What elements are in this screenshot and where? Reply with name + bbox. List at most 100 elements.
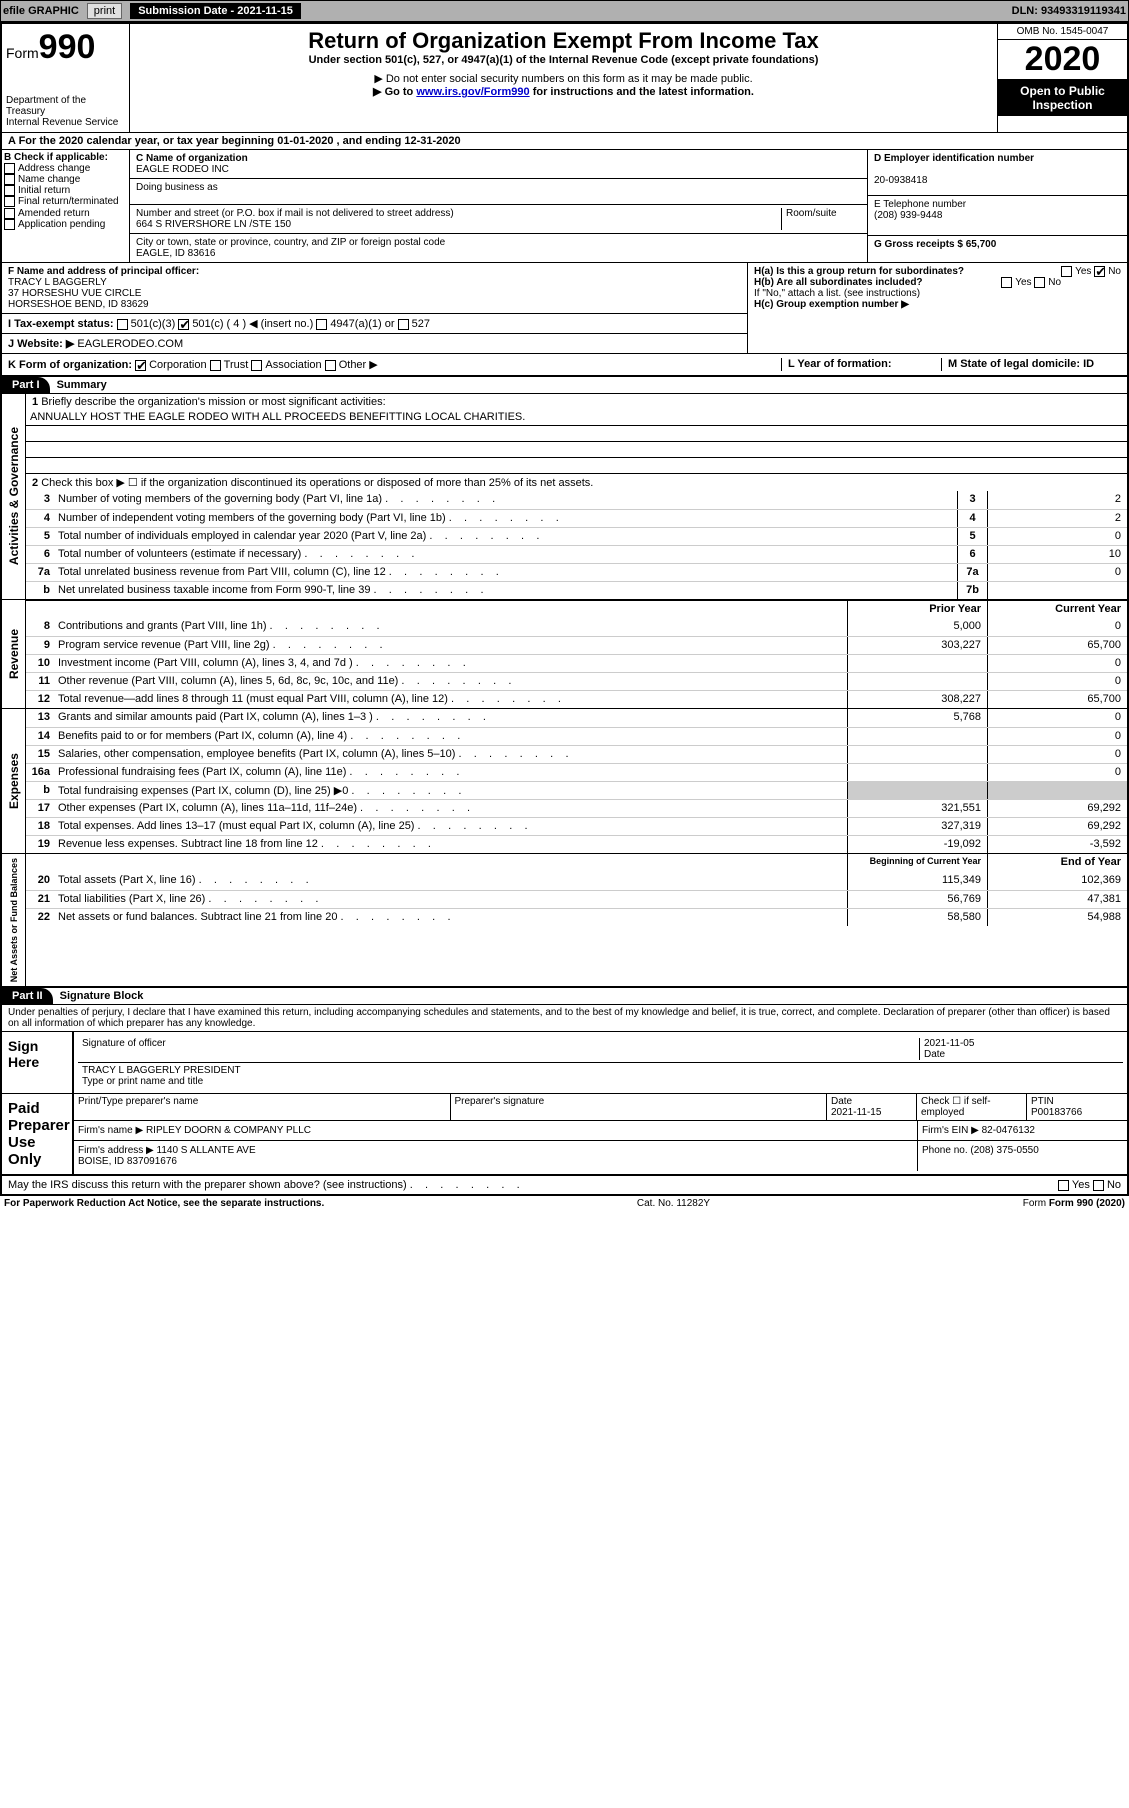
- chk-501c[interactable]: [178, 319, 189, 330]
- chk-501c3[interactable]: [117, 319, 128, 330]
- type-name-label: Type or print name and title: [82, 1076, 203, 1087]
- line-text: Total expenses. Add lines 13–17 (must eq…: [54, 818, 847, 835]
- side-revenue: Revenue: [5, 625, 23, 683]
- cell-current: 0: [987, 764, 1127, 781]
- line-num: 16a: [26, 764, 54, 781]
- paid-prep-label: Paid Preparer Use Only: [2, 1094, 72, 1174]
- dln: DLN: 93493319119341: [1012, 5, 1126, 17]
- irs-no[interactable]: [1093, 1180, 1104, 1191]
- ein-value: 20-0938418: [874, 175, 927, 186]
- chk-4947[interactable]: [316, 319, 327, 330]
- line-a: A For the 2020 calendar year, or tax yea…: [2, 133, 1127, 150]
- mission-blank1: [26, 426, 1127, 442]
- ha-no[interactable]: [1094, 266, 1105, 277]
- hb-yes[interactable]: [1001, 277, 1012, 288]
- sig-date-val: 2021-11-05: [924, 1038, 974, 1049]
- line-num: 10: [26, 655, 54, 672]
- self-emp-label: Check ☐ if self-employed: [917, 1094, 1027, 1120]
- footer-right: Form Form 990 (2020): [1023, 1198, 1125, 1209]
- colb-chk-0[interactable]: [4, 163, 15, 174]
- sign-here-label: Sign Here: [2, 1032, 72, 1093]
- city-state-zip: EAGLE, ID 83616: [136, 248, 216, 259]
- form-number: 990: [39, 28, 96, 66]
- ein-label: D Employer identification number: [874, 153, 1034, 164]
- side-activities: Activities & Governance: [5, 423, 23, 569]
- ha-yes[interactable]: [1061, 266, 1072, 277]
- line-num: 4: [26, 510, 54, 527]
- cell-prior: 115,349: [847, 872, 987, 890]
- line-text: Total unrelated business revenue from Pa…: [54, 564, 957, 581]
- side-net: Net Assets or Fund Balances: [7, 854, 21, 986]
- mission-blank2: [26, 442, 1127, 458]
- cell-current: 69,292: [987, 800, 1127, 817]
- hb-no[interactable]: [1034, 277, 1045, 288]
- part1-header: Part I: [2, 377, 50, 393]
- irs-yes[interactable]: [1058, 1180, 1069, 1191]
- side-expenses: Expenses: [5, 749, 23, 813]
- open-public-badge: Open to Public Inspection: [998, 80, 1127, 116]
- k-other[interactable]: [325, 360, 336, 371]
- line-text: Net assets or fund balances. Subtract li…: [54, 909, 847, 926]
- colb-chk-3[interactable]: [4, 196, 15, 207]
- head-prior: Prior Year: [847, 601, 987, 618]
- cell-current: 0: [987, 673, 1127, 690]
- sig-date-label: Date: [924, 1049, 945, 1060]
- hc-label: H(c) Group exemption number ▶: [754, 299, 1121, 310]
- city-label: City or town, state or province, country…: [136, 237, 445, 248]
- cell-prior: -19,092: [847, 836, 987, 853]
- hb-note: If "No," attach a list. (see instruction…: [754, 288, 1121, 299]
- cell-current: 47,381: [987, 891, 1127, 908]
- cell-prior: [847, 764, 987, 781]
- k-corp[interactable]: [135, 360, 146, 371]
- cell-current: 54,988: [987, 909, 1127, 926]
- line-num: 7a: [26, 564, 54, 581]
- cell-prior: [847, 673, 987, 690]
- cell-current: 0: [987, 618, 1127, 636]
- colb-chk-4[interactable]: [4, 208, 15, 219]
- head-end: End of Year: [987, 854, 1127, 872]
- colb-chk-1[interactable]: [4, 174, 15, 185]
- cell-current: 69,292: [987, 818, 1127, 835]
- colb-item-0: Address change: [18, 163, 90, 174]
- colb-item-1: Name change: [18, 174, 80, 185]
- line-num: 13: [26, 709, 54, 727]
- ptin-label: PTIN: [1031, 1096, 1054, 1107]
- line-value: 2: [987, 510, 1127, 527]
- print-button[interactable]: print: [87, 3, 122, 19]
- cell-current: 0: [987, 746, 1127, 763]
- footer-left: For Paperwork Reduction Act Notice, see …: [4, 1198, 324, 1209]
- cell-prior: 5,000: [847, 618, 987, 636]
- cell-gray: [987, 782, 1127, 799]
- line-text: Total fundraising expenses (Part IX, col…: [54, 782, 847, 799]
- line-value: [987, 582, 1127, 599]
- part2-title: Signature Block: [60, 990, 144, 1002]
- line-num: b: [26, 782, 54, 799]
- k-assoc[interactable]: [251, 360, 262, 371]
- website-value: EAGLERODEO.COM: [77, 338, 183, 350]
- line-num: 5: [26, 528, 54, 545]
- line-text: Contributions and grants (Part VIII, lin…: [54, 618, 847, 636]
- footer-mid: Cat. No. 11282Y: [637, 1198, 710, 1209]
- line-text: Total number of individuals employed in …: [54, 528, 957, 545]
- line-text: Other expenses (Part IX, column (A), lin…: [54, 800, 847, 817]
- colb-chk-5[interactable]: [4, 219, 15, 230]
- line-text: Total liabilities (Part X, line 26): [54, 891, 847, 908]
- hb-label: H(b) Are all subordinates included?: [754, 277, 923, 288]
- org-name: EAGLE RODEO INC: [136, 164, 229, 175]
- chk-527[interactable]: [398, 319, 409, 330]
- officer-info: TRACY L BAGGERLY 37 HORSESHU VUE CIRCLE …: [8, 277, 149, 310]
- sig-officer-label: Signature of officer: [82, 1038, 919, 1060]
- line-num: 11: [26, 673, 54, 690]
- line-cellnum: 5: [957, 528, 987, 545]
- q1-text: Briefly describe the organization's miss…: [41, 396, 385, 408]
- form-label: Form: [6, 45, 39, 61]
- dept-label: Department of the Treasury Internal Reve…: [6, 95, 125, 128]
- room-label: Room/suite: [781, 208, 861, 230]
- part1-title: Summary: [57, 379, 107, 391]
- colb-chk-2[interactable]: [4, 185, 15, 196]
- penalty-text: Under penalties of perjury, I declare th…: [2, 1005, 1127, 1032]
- colb-item-5: Application pending: [18, 219, 105, 230]
- k-trust[interactable]: [210, 360, 221, 371]
- ptin-val: P00183766: [1031, 1107, 1082, 1118]
- irs-link[interactable]: www.irs.gov/Form990: [416, 86, 529, 98]
